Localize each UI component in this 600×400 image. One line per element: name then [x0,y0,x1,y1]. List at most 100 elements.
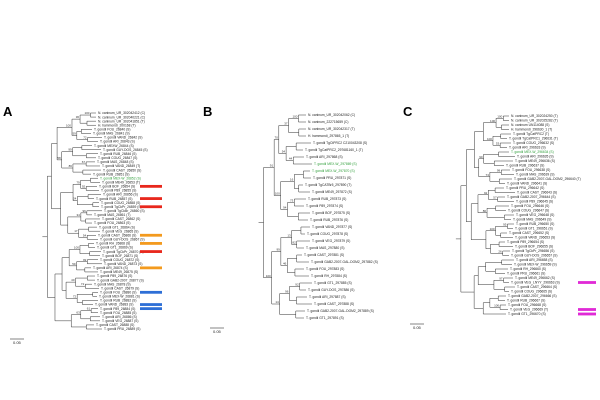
bootstrap-value: 100 [490,227,495,231]
bootstrap-value: 86 [69,164,73,168]
leaf-label: T. gondii ARI_26874 (S) [93,266,128,270]
highlight-bar-orange [140,266,162,270]
leaf-label: T. gondii GAB2-2007_296666 (S) [508,294,557,298]
leaf-label: T. gondii RH_26868 (S) [96,242,130,246]
leaf-label: T. gondii GAB2-2007-GAL-DOM2_297882 (S) [311,260,378,264]
bootstrap-value: 40 [71,278,75,282]
leaf-label: T. gondii ARI_26843 (S) [100,140,135,144]
bootstrap-value: 100 [66,123,71,127]
bootstrap-value: 67 [82,160,86,164]
highlight-bar-orange [140,233,162,237]
leaf-label: T. gondii RUB_296650 (S) [516,222,554,226]
leaf-label: T. gondii VEG_26865 (S) [102,229,138,233]
leaf-label: T. gondii FOU_26880 (S) [100,291,136,295]
highlight-bar-red [140,250,162,253]
bootstrap-value: 92 [484,191,488,195]
leaf-label: T. gondii GT1_26864 (S) [99,225,135,229]
leaf-label: H. hammondi_200168 (T) [98,123,136,127]
leaf-label: T. gondii VAND_26883 (S) [95,303,133,307]
bootstrap-value: 73 [290,199,294,203]
bootstrap-value: 99 [83,258,87,262]
bootstrap-value: 92 [295,283,299,287]
leaf-label: T. gondii ARI_296633 (S) [509,146,546,150]
leaf-label: N. caninum UN114088 (S) [511,123,549,127]
leaf-label: T. gondii FOU_296638 (S) [512,168,550,172]
bootstrap-value: 61 [87,307,91,311]
leaf-label: N. caninum_UR_302041851 (T) [98,119,145,123]
leaf-label: T. gondii GUY-DOS_26845 (S) [103,148,148,152]
leaf-label: H. hammondi_296630_1 (T) [511,128,552,132]
leaf-label: N. caninum_UR_302042062 (C) [308,113,355,117]
leaf-label: T. gondii MAS_296649 (S) [513,218,552,222]
leaf-label: T. gondii TgCatPRC2 (T) [513,132,549,136]
leaf-label: T. gondii GT1_26869 (S) [97,246,133,250]
bootstrap-value: 46 [283,262,287,266]
leaf-label: T. gondii TgCkPr_26859 (S) [101,205,142,209]
leaf-label: T. gondii VAND_26849 (T) [102,164,140,168]
leaf-label: T. gondii MEX-W_26852 (S) [100,176,141,180]
bootstrap-value: 63 [76,311,80,315]
leaf-label: T. gondii MAS_26841 (S) [93,132,130,136]
panel-c: 100 53 99 57 95 26 97 100 100 100 90 73 92 86 100 N. ca… [400,0,600,400]
bootstrap-value: 72 [83,135,87,139]
bootstrap-value: 72 [81,282,85,286]
leaf-label: T. gondii COUG_296632 (S) [513,141,554,145]
leaf-label: T. gondii VEG_296669 (T) [510,308,548,312]
leaf-label: N. caninum_UR_302024250 (T) [511,114,558,118]
leaf-label: T. gondii CAST_26879 (S) [101,286,139,290]
bootstrap-value: 100 [490,119,495,123]
leaf-label: T. gondii P89_296654 (S) [507,240,544,244]
bootstrap-value: 54 [282,150,286,154]
leaf-label: T. gondii RUB_296637 (S) [506,164,544,168]
leaf-label: T. gondii RH_297884 (S) [311,274,347,278]
leaf-label: T. gondii TgCkPr_296656 (S) [512,249,554,253]
leaf-label: T. gondii ARI_26856 (S) [103,193,138,197]
scale-label: 0.05 [13,340,22,345]
bootstrap-value: 17 [74,229,78,233]
bootstrap-value: 72 [73,294,77,298]
bootstrap-value: 100 [266,274,271,278]
leaf-label: T. gondii COUG_26858 (S) [101,201,140,205]
bootstrap-value: 86 [483,209,487,213]
scale-label: 0.05 [213,329,222,334]
leaf-label: T. gondii CAST_26888 (S) [96,323,134,327]
bootstrap-value: 13 [287,234,291,238]
bootstrap-value: 100 [74,246,79,250]
leaf-label: T. gondii CAST_296652 (S) [509,231,549,235]
highlight-bar-magenta [578,281,596,284]
leaf-label: H. hammondi_297865_1 (T) [308,134,349,138]
bootstrap-value: 100 [292,115,297,119]
leaf-label: T. gondii VEG_26887 (S) [102,319,138,323]
leaf-label: N. caninum_222715659 (C) [308,120,349,124]
bootstrap-value: 36 [76,115,80,119]
tree-0-svg: 1007267929654997261365999867924341710059… [10,111,162,345]
leaf-label: T. gondii TgCATBr5_297890 (T) [305,183,351,187]
bootstrap-value: 91 [270,164,274,168]
leaf-label: T. gondii ME49_296636 (S) [515,159,555,163]
leaf-label: T. gondii GAB2-2007-GAL-DOM2_297889 (S) [307,309,374,313]
bootstrap-value: 59 [72,131,76,135]
bootstrap-value: 26 [498,249,502,253]
bootstrap-value: 94 [283,206,287,210]
leaf-label: T. gondii VAND_296641 (S) [507,182,547,186]
leaf-label: T. gondii GT1_297885 (S) [314,281,352,285]
leaf-label: T. gondii TgCtPRC2 C210043208 (S) [313,141,367,145]
leaf-label: T. gondii TgCkBr_26860 (S) [104,209,145,213]
leaf-label: T. gondii MAS_297880 (S) [306,246,345,250]
bootstrap-value: 100 [487,137,492,141]
leaf-label: T. gondii VEG_LNYY_296663 (S) [511,281,560,285]
leaf-label: T. gondii ARI_297868 (S) [306,155,343,159]
leaf-label: T. gondii MAS_26861 (T) [94,213,130,217]
bootstrap-value: 79 [76,180,80,184]
leaf-label: T. gondii PRU_296661 (S) [507,272,545,276]
bootstrap-value: 100 [275,192,280,196]
highlight-bar-blue [140,290,162,294]
leaf-label: T. gondii ARI_296658 (S) [516,258,553,262]
leaf-label: T. gondii VAND_296653 (S) [515,236,555,240]
scale-label: 0.05 [413,325,422,330]
highlight-bar-red [140,205,162,209]
leaf-label: T. gondii MEX-W_296634 (S) [511,150,554,154]
bootstrap-value: 90 [479,155,483,159]
bootstrap-value: 44 [289,157,293,161]
bootstrap-value: 99 [277,248,281,252]
